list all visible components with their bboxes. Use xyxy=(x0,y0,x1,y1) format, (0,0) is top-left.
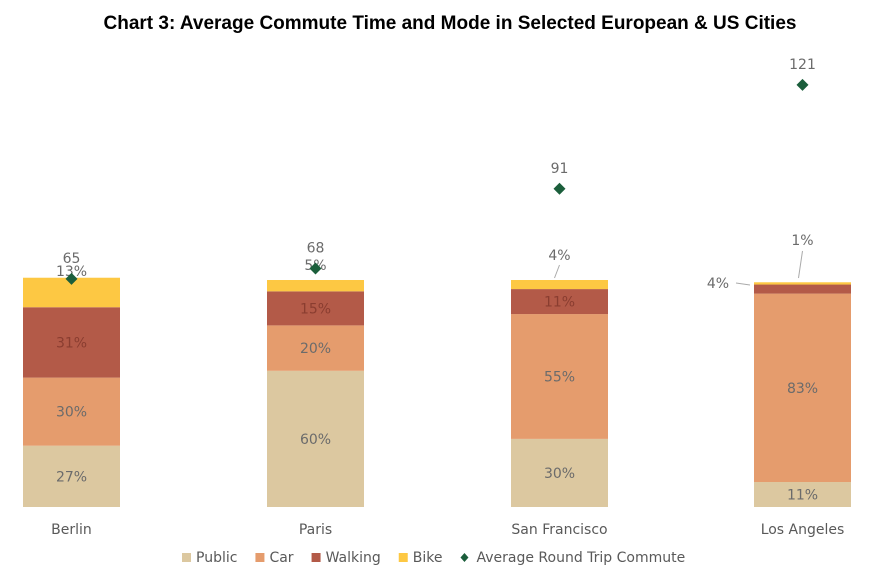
data-label: 1% xyxy=(791,233,813,249)
bar-walking-paris xyxy=(267,291,364,326)
commute-diamond xyxy=(796,78,809,91)
legend-swatch-bike xyxy=(398,553,408,562)
data-label: 55% xyxy=(544,369,575,385)
bar-car-berlin xyxy=(23,377,120,446)
bar-public-los-angeles xyxy=(754,482,851,507)
bar-walking-los-angeles xyxy=(754,284,851,294)
commute-label: 65 xyxy=(63,251,81,267)
legend-label: Bike xyxy=(413,550,443,566)
legend-label: Public xyxy=(196,550,237,566)
commute-diamond xyxy=(65,272,78,285)
category-labels: Berlin Paris San Francisco Los Angeles xyxy=(51,522,844,538)
bar-car-san-francisco xyxy=(511,314,608,439)
bar-public-san-francisco xyxy=(511,438,608,507)
bar-bike-san-francisco xyxy=(511,280,608,290)
data-label: 11% xyxy=(544,295,575,311)
data-label: 13% xyxy=(56,264,87,280)
bars: 27%30%31%13%60%20%15%5%30%55%11%4%11%83%… xyxy=(23,57,851,507)
leader-line xyxy=(798,250,803,279)
legend-label: Car xyxy=(269,550,293,566)
legend-label: Walking xyxy=(326,550,381,566)
data-label: 11% xyxy=(787,488,818,504)
bar-bike-los-angeles xyxy=(754,282,851,285)
bar-walking-san-francisco xyxy=(511,289,608,315)
category-label: San Francisco xyxy=(511,522,607,538)
category-label: Paris xyxy=(299,522,332,538)
category-label: Los Angeles xyxy=(761,522,845,538)
data-label: 31% xyxy=(56,335,87,351)
leader-line xyxy=(554,264,560,279)
data-label: 27% xyxy=(56,469,87,485)
commute-diamond xyxy=(553,182,566,195)
commute-label: 68 xyxy=(307,240,325,256)
legend-swatch-public xyxy=(182,553,191,562)
legend: Public Car Walking Bike Average Round Trip C… xyxy=(182,550,685,566)
commute-diamond xyxy=(309,262,322,275)
leader-line xyxy=(735,282,751,286)
category-label: Berlin xyxy=(51,522,92,538)
legend-swatch-car xyxy=(255,553,265,562)
data-label: 20% xyxy=(300,341,331,357)
data-label: 30% xyxy=(56,405,87,421)
legend-label: Average Round Trip Commute xyxy=(476,550,685,566)
legend-diamond-icon xyxy=(460,553,469,562)
legend-swatch-walking xyxy=(311,553,321,562)
data-label: 15% xyxy=(300,301,331,317)
data-label: 4% xyxy=(548,248,570,264)
data-label: 30% xyxy=(544,466,575,482)
commute-label: 91 xyxy=(551,161,569,177)
data-label: 60% xyxy=(300,432,331,448)
bar-car-paris xyxy=(267,325,364,371)
chart-title: Chart 3: Average Commute Time and Mode i… xyxy=(104,13,797,34)
bar-public-berlin xyxy=(23,445,120,507)
bar-car-los-angeles xyxy=(754,293,851,483)
data-label: 4% xyxy=(707,276,729,292)
bar-bike-paris xyxy=(267,280,364,292)
bar-public-paris xyxy=(267,370,364,507)
commute-label: 121 xyxy=(789,57,816,73)
bar-walking-berlin xyxy=(23,307,120,378)
data-label: 83% xyxy=(787,381,818,397)
